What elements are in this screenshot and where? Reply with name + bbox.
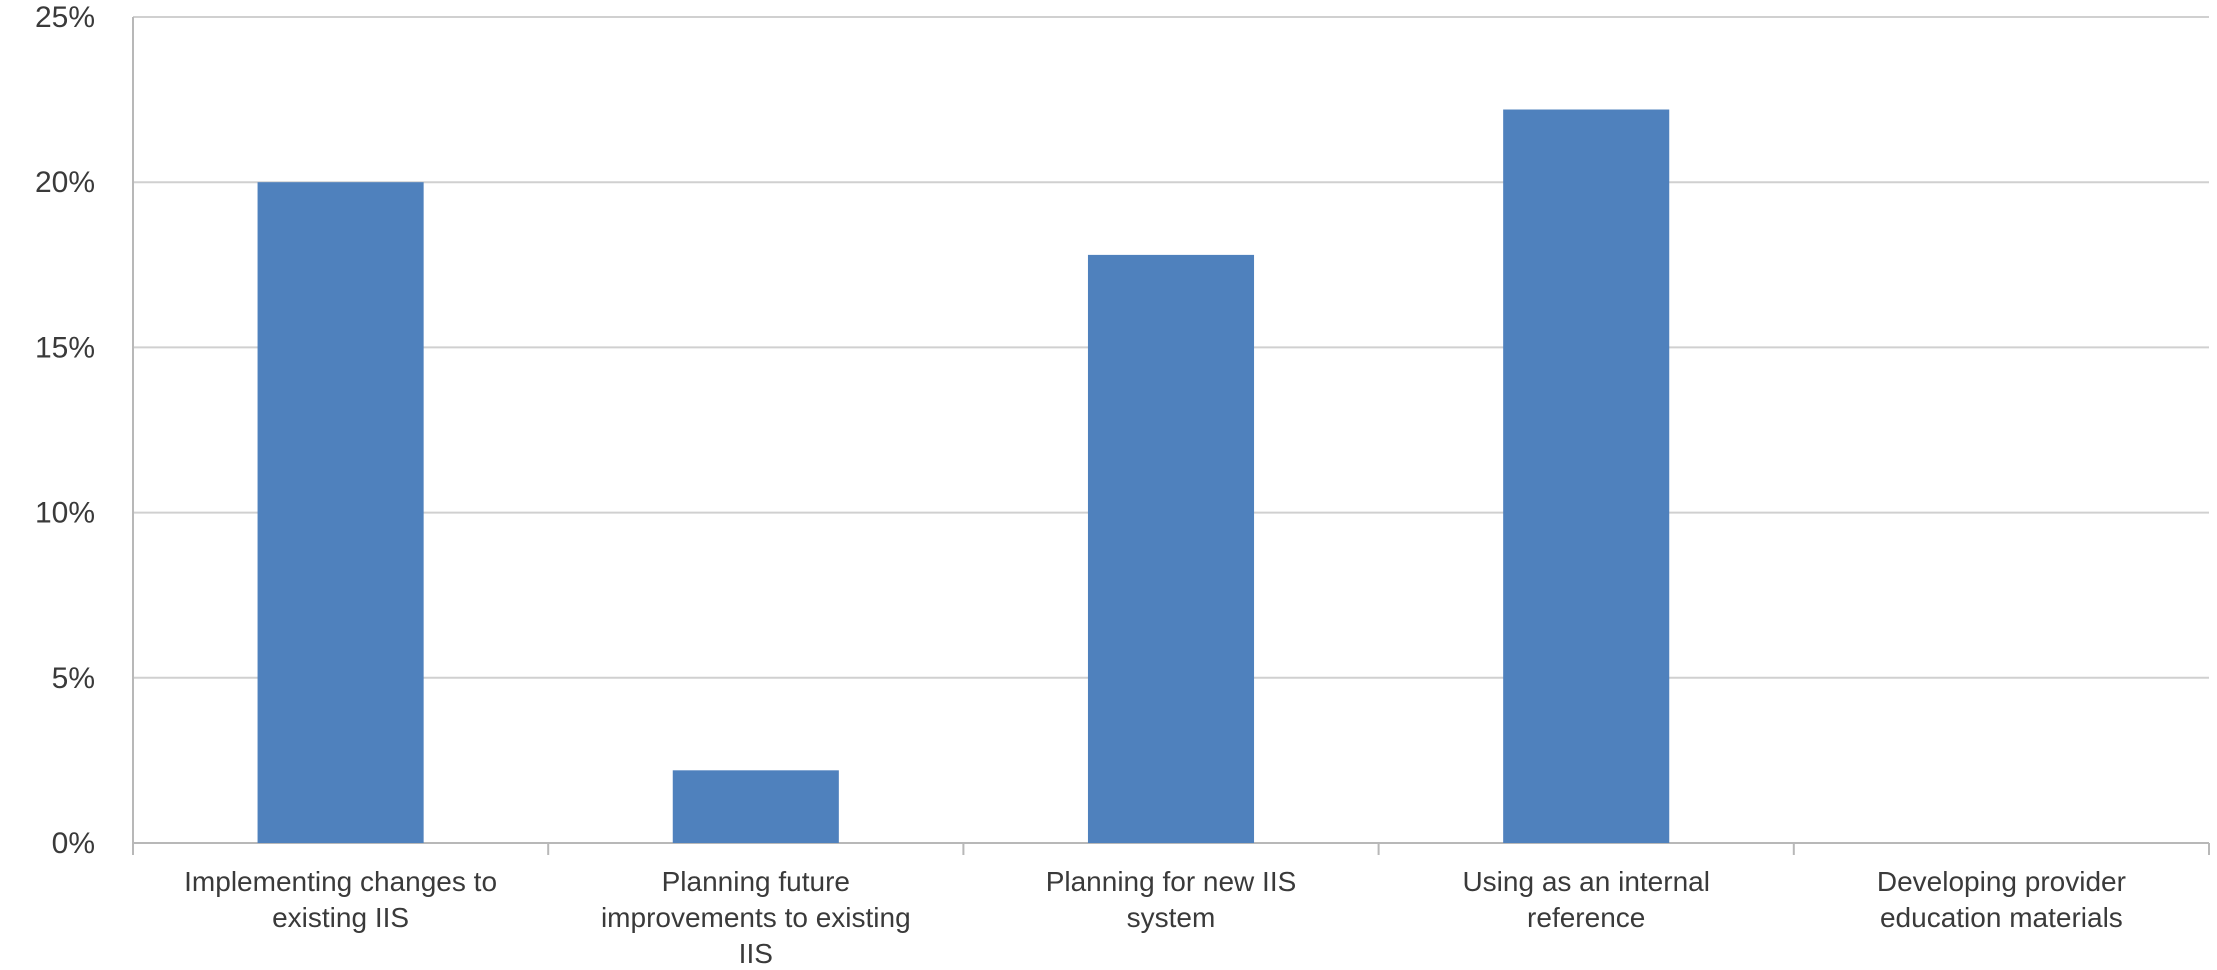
bar [257,182,424,843]
bar [1087,254,1255,843]
x-tick-label: Planning future improvements to existing I… [601,866,911,965]
x-tick-label-line: reference [1527,902,1645,933]
x-tick-label-line: system [1127,902,1216,933]
y-tick-label: 10% [35,497,95,530]
bars [257,109,1670,843]
bar [1503,109,1670,843]
x-tick-label-line: Using as an internal [1462,866,1709,897]
y-tick-label: 15% [35,331,95,364]
y-tick-label: 0% [52,827,95,860]
y-tick-label: 5% [52,662,95,695]
x-tick-label-line: existing IIS [272,902,409,933]
x-tick-label-line: Implementing changes to [184,866,497,897]
x-tick-label-line: education materials [1880,902,2123,933]
x-tick-label: Using as an internal reference [1462,866,1709,933]
x-tick-label: Implementing changes to existing IIS [184,866,497,933]
y-tick-label: 20% [35,166,95,199]
bar [672,770,839,843]
x-tick-label-line: Planning for new IIS [1046,866,1297,897]
x-tick-label: Planning for new IIS system [1046,866,1297,933]
y-axis-tick-labels: 0% 5% 10% 15% 20% 25% [35,1,95,860]
x-tick-label-line: Planning future [662,866,850,897]
y-tick-label: 25% [35,1,95,34]
x-tick-label: Developing provider education materials [1877,866,2126,933]
x-axis-tick-labels: Implementing changes to existing IIS Plann… [184,866,2126,969]
x-tick-label-line: improvements to existing [601,902,911,933]
x-tick-label-line: IIS [739,938,773,965]
x-tick-label-line: Developing provider [1877,866,2126,897]
